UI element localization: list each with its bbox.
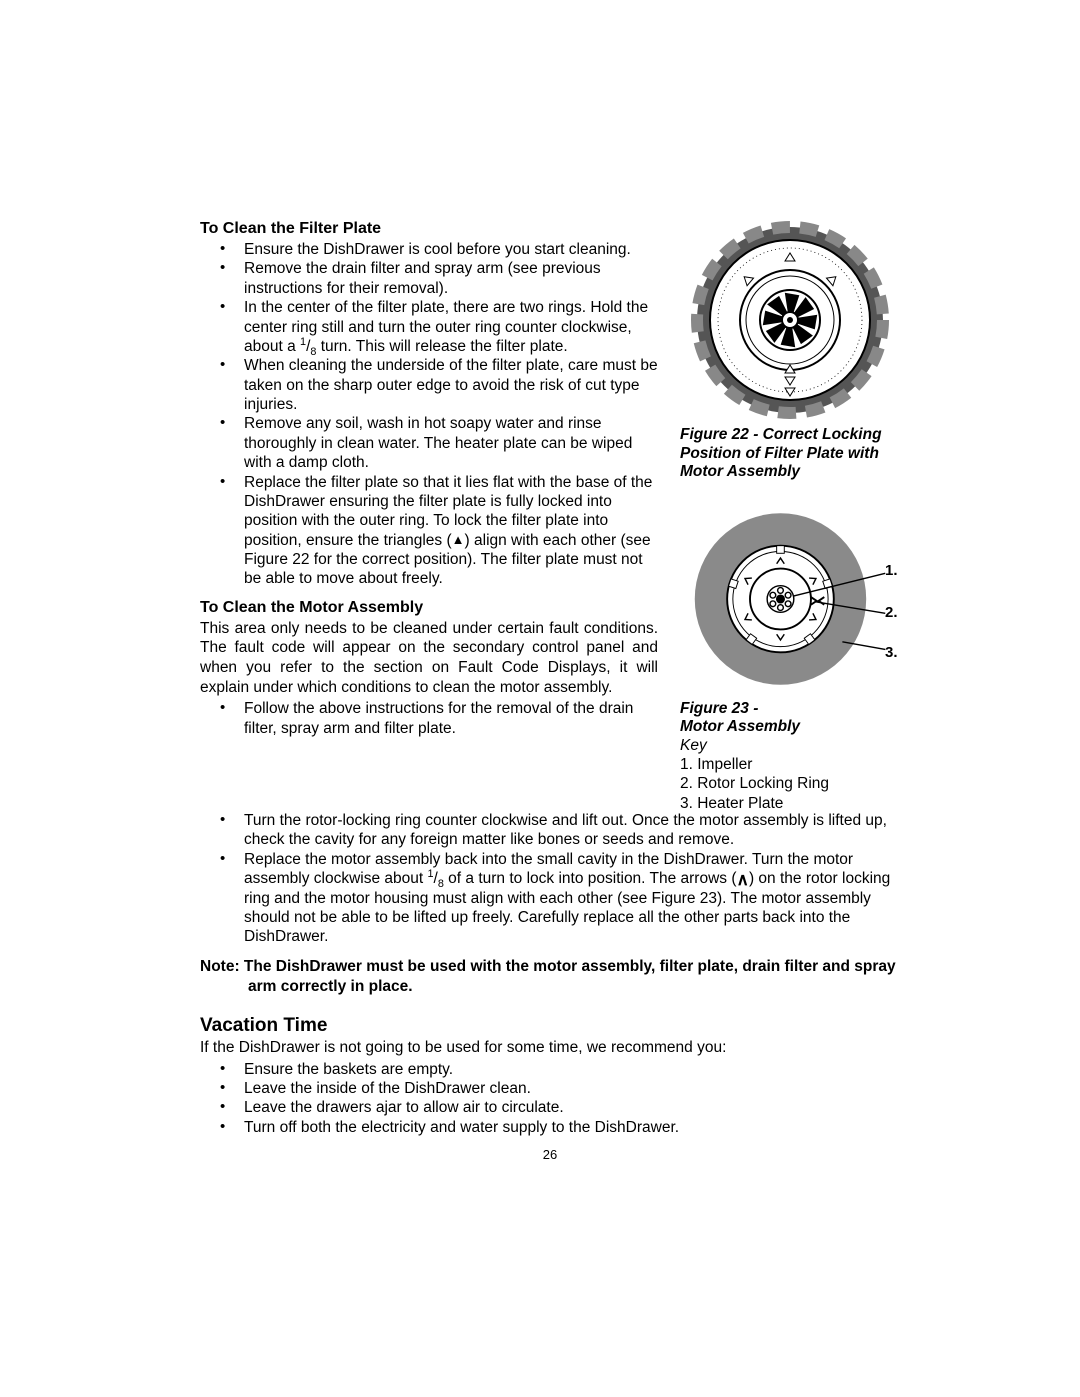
figure-23-key-item: 1. Impeller <box>680 755 900 774</box>
list-item-text: Remove any soil, wash in hot soapy water… <box>244 415 632 471</box>
note-text: Note: The DishDrawer must be used with t… <box>200 957 900 997</box>
filter-plate-list: Ensure the DishDrawer is cool before you… <box>200 240 658 589</box>
list-item: Replace the filter plate so that it lies… <box>244 473 658 589</box>
list-item-text: Turn the rotor-locking ring counter cloc… <box>244 812 887 848</box>
motor-assembly-intro: This area only needs to be cleaned under… <box>200 619 658 698</box>
vacation-heading: Vacation Time <box>200 1015 900 1037</box>
filter-plate-heading: To Clean the Filter Plate <box>200 220 658 238</box>
list-item: Remove any soil, wash in hot soapy water… <box>244 414 658 472</box>
figure-23-label-3: 3. <box>885 644 898 661</box>
list-item: Turn off both the electricity and water … <box>244 1118 900 1137</box>
left-column: To Clean the Filter Plate Ensure the Dis… <box>200 220 658 813</box>
list-item-text: Ensure the DishDrawer is cool before you… <box>244 241 631 258</box>
list-item: Ensure the DishDrawer is cool before you… <box>244 240 658 259</box>
list-item: Remove the drain filter and spray arm (s… <box>244 259 658 298</box>
list-item: Ensure the baskets are empty. <box>244 1060 900 1079</box>
list-item-text: Leave the drawers ajar to allow air to c… <box>244 1099 564 1116</box>
list-item-text: In the center of the filter plate, there… <box>244 299 648 355</box>
list-item-text: Remove the drain filter and spray arm (s… <box>244 260 601 296</box>
document-page: To Clean the Filter Plate Ensure the Dis… <box>0 0 1080 1222</box>
list-item-text: Follow the above instructions for the re… <box>244 700 633 736</box>
list-item-text: When cleaning the underside of the filte… <box>244 357 658 413</box>
list-item-text: Turn off both the electricity and water … <box>244 1119 679 1136</box>
list-item-text: Ensure the baskets are empty. <box>244 1061 453 1078</box>
figure-23-caption: Figure 23 - Motor Assembly <box>680 700 900 737</box>
list-item-text: Replace the filter plate so that it lies… <box>244 474 652 588</box>
figure-22-caption: Figure 22 - Correct Locking Position of … <box>680 426 900 482</box>
right-column: Figure 22 - Correct Locking Position of … <box>680 220 900 813</box>
motor-assembly-list-wide: Turn the rotor-locking ring counter cloc… <box>200 811 900 947</box>
figure-23-key-item: 2. Rotor Locking Ring <box>680 774 900 793</box>
list-item: Turn the rotor-locking ring counter cloc… <box>244 811 900 850</box>
figure-23-svg <box>690 504 890 694</box>
triangle-solid-icon: ▲ <box>452 532 465 548</box>
vacation-list: Ensure the baskets are empty. Leave the … <box>200 1060 900 1138</box>
motor-assembly-list-narrow: Follow the above instructions for the re… <box>200 699 658 738</box>
list-item: Replace the motor assembly back into the… <box>244 850 900 947</box>
vacation-intro: If the DishDrawer is not going to be use… <box>200 1038 900 1058</box>
figure-22-svg <box>690 220 890 420</box>
list-item: Leave the drawers ajar to allow air to c… <box>244 1098 900 1117</box>
page-number: 26 <box>200 1147 900 1162</box>
figure-23-label-2: 2. <box>885 604 898 621</box>
list-item-text: Replace the motor assembly back into the… <box>244 851 890 946</box>
figure-22: Figure 22 - Correct Locking Position of … <box>680 220 900 482</box>
two-column-layout: To Clean the Filter Plate Ensure the Dis… <box>200 220 900 813</box>
list-item: In the center of the filter plate, there… <box>244 298 658 356</box>
figure-23-label-1: 1. <box>885 562 898 579</box>
list-item: Follow the above instructions for the re… <box>244 699 658 738</box>
figure-23: 1. 2. 3. Figure 23 - Motor Assembly Key … <box>680 504 900 813</box>
motor-assembly-heading: To Clean the Motor Assembly <box>200 599 658 617</box>
list-item: When cleaning the underside of the filte… <box>244 356 658 414</box>
figure-23-key-label: Key <box>680 737 900 755</box>
list-item: Leave the inside of the DishDrawer clean… <box>244 1079 900 1098</box>
list-item-text: Leave the inside of the DishDrawer clean… <box>244 1080 531 1097</box>
